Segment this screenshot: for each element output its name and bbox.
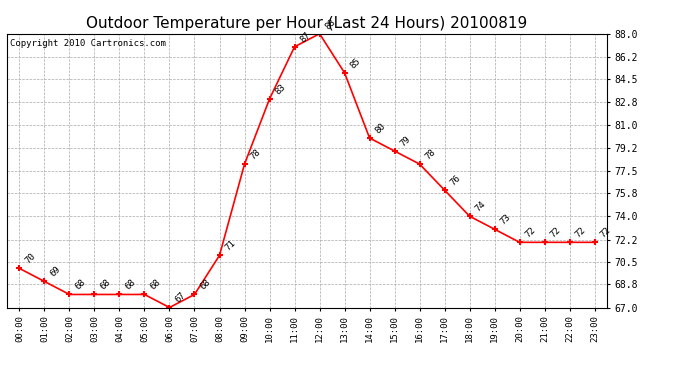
Text: 68: 68 [124,278,137,292]
Title: Outdoor Temperature per Hour (Last 24 Hours) 20100819: Outdoor Temperature per Hour (Last 24 Ho… [86,16,528,31]
Text: 78: 78 [248,147,263,161]
Text: 88: 88 [324,17,337,31]
Text: 87: 87 [299,30,313,44]
Text: 73: 73 [499,213,513,226]
Text: 79: 79 [399,134,413,148]
Text: 83: 83 [274,82,288,96]
Text: 78: 78 [424,147,437,161]
Text: 70: 70 [23,252,37,266]
Text: 72: 72 [549,226,563,240]
Text: 80: 80 [374,121,388,135]
Text: 67: 67 [174,291,188,305]
Text: 71: 71 [224,238,237,253]
Text: 68: 68 [99,278,112,292]
Text: 74: 74 [474,200,488,213]
Text: 68: 68 [148,278,163,292]
Text: Copyright 2010 Cartronics.com: Copyright 2010 Cartronics.com [10,39,166,48]
Text: 72: 72 [599,226,613,240]
Text: 69: 69 [48,265,63,279]
Text: 85: 85 [348,56,363,70]
Text: 72: 72 [524,226,538,240]
Text: 72: 72 [574,226,588,240]
Text: 76: 76 [448,173,463,188]
Text: 68: 68 [74,278,88,292]
Text: 68: 68 [199,278,213,292]
